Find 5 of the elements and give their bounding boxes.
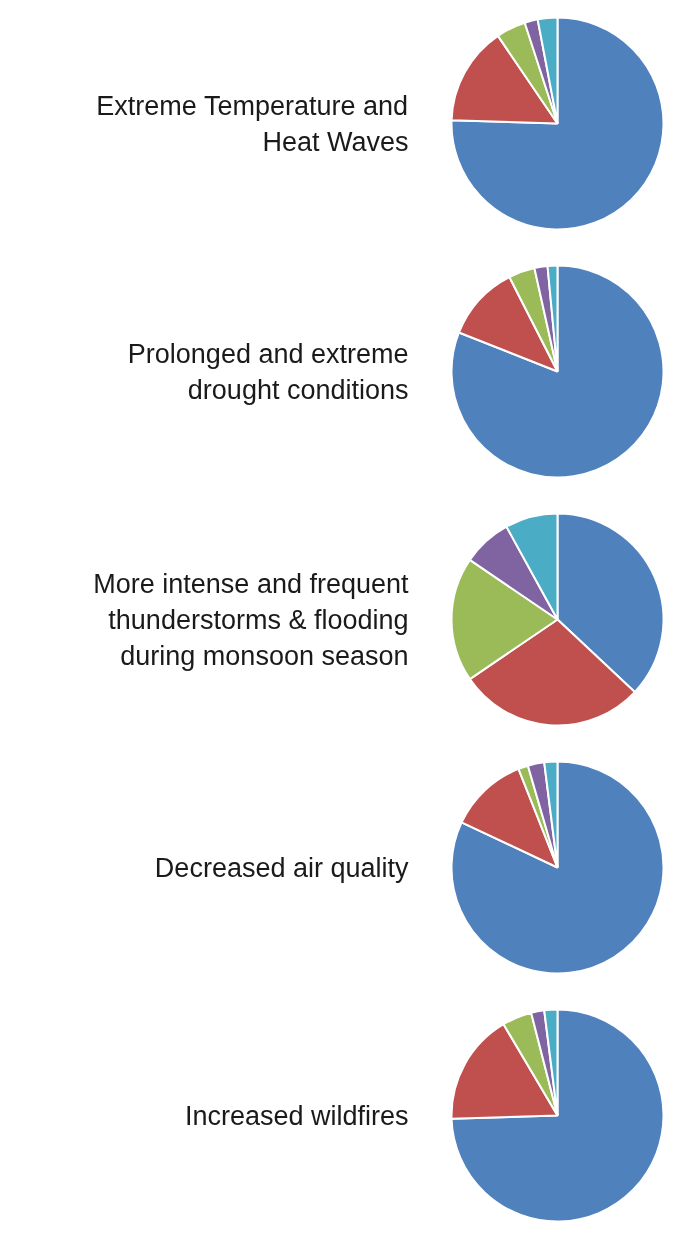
text: Increased wildfires — [184, 1100, 409, 1131]
text: Extreme Temperature and Heat Waves — [96, 90, 409, 157]
text: Decreased air quality — [154, 852, 409, 883]
text: Prolonged and extreme drought conditions — [127, 338, 409, 405]
text: More intense and frequent thunderstorms & flooding during monsoon season — [93, 568, 409, 671]
